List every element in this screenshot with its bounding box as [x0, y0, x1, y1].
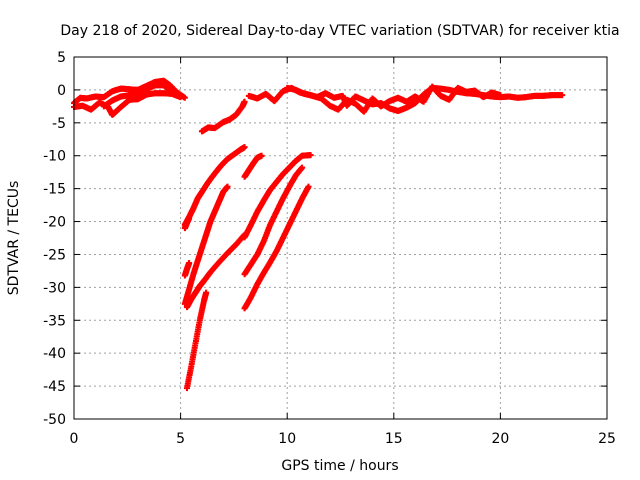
data-series	[183, 289, 210, 392]
y-tick-label: -25	[43, 247, 66, 263]
data-point	[299, 164, 306, 171]
x-tick-labels: 0 5 10 15 20 25	[70, 431, 616, 447]
data-series	[183, 231, 248, 311]
x-tick-label: 5	[176, 431, 185, 447]
y-tick-label: -10	[43, 149, 66, 165]
data-point	[307, 152, 314, 159]
plot-frame	[73, 56, 608, 420]
y-tick-label: -40	[43, 346, 66, 362]
data-series	[241, 164, 306, 278]
y-tick-label: 5	[57, 50, 66, 66]
y-tick-label: 0	[57, 83, 66, 99]
x-tick-label: 0	[70, 431, 79, 447]
chart-title: Day 218 of 2020, Sidereal Day-to-day VTE…	[60, 23, 619, 39]
y-tick-label: -20	[43, 215, 66, 231]
data-series	[284, 83, 504, 115]
data-points	[71, 77, 566, 392]
data-point	[177, 94, 184, 101]
data-point	[258, 152, 265, 159]
data-point	[241, 144, 248, 151]
y-tick-label: -50	[43, 412, 66, 428]
data-point	[186, 215, 193, 222]
data-point	[497, 92, 504, 99]
data-series	[181, 183, 231, 307]
y-tick-label: -30	[43, 280, 66, 296]
y-axis-label: SDTVAR / TECUs	[6, 181, 22, 296]
data-point	[169, 88, 176, 95]
data-point	[559, 92, 566, 99]
data-series	[181, 215, 193, 232]
y-tick-label: -5	[52, 116, 66, 132]
x-tick-label: 20	[491, 431, 509, 447]
data-point	[203, 289, 210, 296]
x-tick-label: 25	[598, 431, 616, 447]
y-tick-label: -45	[43, 379, 66, 395]
x-tick-label: 10	[278, 431, 296, 447]
data-series	[241, 183, 312, 312]
data-series	[198, 98, 248, 135]
grid-lines	[73, 56, 608, 420]
data-point	[224, 183, 231, 190]
data-point	[305, 183, 312, 190]
data-series	[100, 82, 176, 110]
data-series	[241, 152, 265, 180]
data-series	[181, 260, 193, 279]
data-point	[241, 98, 248, 105]
y-tick-label: -15	[43, 182, 66, 198]
y-tick-labels: 5 0 -5 -10 -15 -20 -25 -30 -35 -40 -45 -50	[43, 50, 66, 428]
data-series	[181, 144, 248, 228]
data-series	[71, 90, 184, 118]
x-axis-label: GPS time / hours	[281, 458, 398, 474]
data-point	[186, 260, 193, 267]
data-series	[241, 152, 314, 241]
y-tick-label: -35	[43, 313, 66, 329]
x-tick-label: 15	[385, 431, 403, 447]
